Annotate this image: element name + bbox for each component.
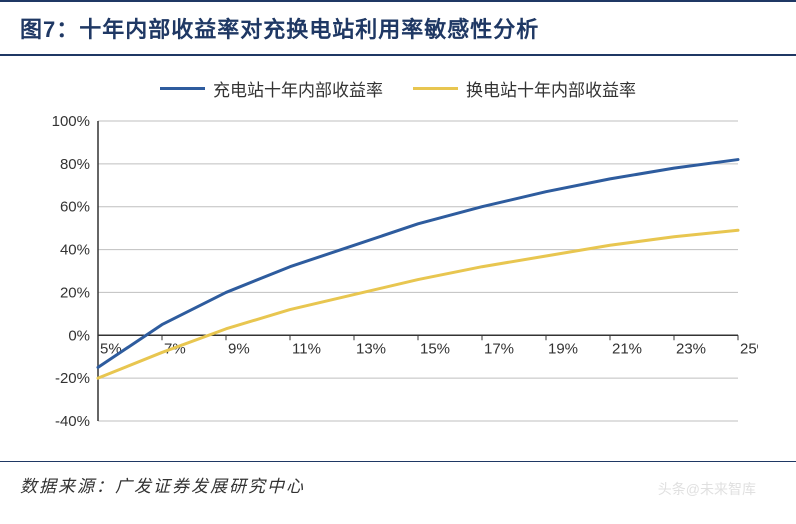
legend-swatch-1 (160, 87, 205, 90)
svg-text:60%: 60% (60, 199, 90, 216)
chart-header: 图7：十年内部收益率对充换电站利用率敏感性分析 (0, 0, 796, 56)
legend-item-1: 充电站十年内部收益率 (160, 76, 383, 101)
svg-text:25%: 25% (740, 340, 758, 357)
chart-title: 图7：十年内部收益率对充换电站利用率敏感性分析 (20, 12, 776, 44)
chart-svg: -40%-20%0%20%40%60%80%100%5%7%9%11%13%15… (38, 111, 758, 451)
title-text: 十年内部收益率对充换电站利用率敏感性分析 (79, 17, 539, 42)
chart-container: 图7：十年内部收益率对充换电站利用率敏感性分析 充电站十年内部收益率 换电站十年… (0, 0, 796, 524)
svg-text:0%: 0% (68, 327, 90, 344)
svg-text:19%: 19% (548, 340, 578, 357)
svg-text:9%: 9% (228, 340, 250, 357)
svg-text:23%: 23% (676, 340, 706, 357)
source-text: 数据来源：广发证券发展研究中心 (20, 477, 305, 496)
watermark-text: 头条@未来智库 (658, 479, 756, 499)
svg-text:21%: 21% (612, 340, 642, 357)
svg-text:13%: 13% (356, 340, 386, 357)
legend-label-1: 充电站十年内部收益率 (213, 76, 383, 101)
svg-text:80%: 80% (60, 156, 90, 173)
svg-text:-20%: -20% (55, 370, 90, 387)
title-prefix: 图7： (20, 17, 79, 42)
svg-text:15%: 15% (420, 340, 450, 357)
svg-text:17%: 17% (484, 340, 514, 357)
svg-text:-40%: -40% (55, 413, 90, 430)
source-value: 广发证券发展研究中心 (115, 477, 305, 496)
svg-text:40%: 40% (60, 242, 90, 259)
legend-item-2: 换电站十年内部收益率 (413, 76, 636, 101)
chart-legend: 充电站十年内部收益率 换电站十年内部收益率 (0, 56, 796, 111)
source-label: 数据来源： (20, 477, 115, 496)
chart-plot-area: -40%-20%0%20%40%60%80%100%5%7%9%11%13%15… (38, 111, 758, 451)
svg-text:11%: 11% (292, 340, 321, 357)
svg-text:100%: 100% (52, 113, 90, 130)
legend-swatch-2 (413, 87, 458, 90)
legend-label-2: 换电站十年内部收益率 (466, 76, 636, 101)
svg-text:20%: 20% (60, 284, 90, 301)
